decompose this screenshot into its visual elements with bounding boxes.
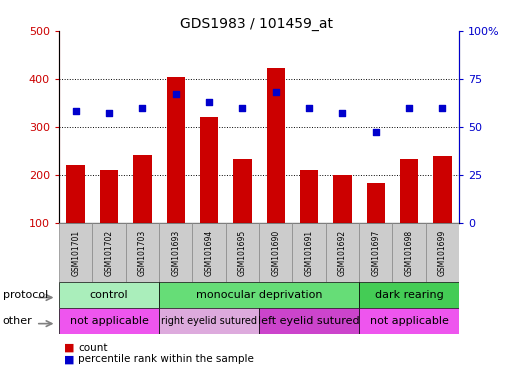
Text: dark rearing: dark rearing	[374, 290, 444, 300]
Text: GSM101690: GSM101690	[271, 229, 280, 276]
Text: control: control	[90, 290, 128, 300]
Point	[371, 129, 380, 136]
Point	[105, 110, 113, 116]
Bar	[92, 223, 126, 282]
Bar	[59, 308, 159, 334]
Bar	[326, 223, 359, 282]
Point	[338, 110, 346, 116]
Text: GDS1983 / 101459_at: GDS1983 / 101459_at	[180, 17, 333, 31]
Bar	[200, 117, 218, 223]
Text: GSM101697: GSM101697	[371, 229, 380, 276]
Point	[71, 108, 80, 114]
Text: GSM101698: GSM101698	[405, 229, 413, 276]
Bar	[426, 223, 459, 282]
Text: GSM101699: GSM101699	[438, 229, 447, 276]
Text: right eyelid sutured: right eyelid sutured	[161, 316, 257, 326]
Text: GSM101701: GSM101701	[71, 229, 80, 276]
Bar	[226, 223, 259, 282]
Bar	[100, 170, 118, 223]
Text: GSM101692: GSM101692	[338, 229, 347, 276]
Bar	[59, 282, 159, 308]
Bar	[292, 223, 326, 282]
Bar	[67, 165, 85, 223]
Point	[205, 99, 213, 105]
Text: not applicable: not applicable	[370, 316, 448, 326]
Text: GSM101694: GSM101694	[205, 229, 213, 276]
Bar	[267, 68, 285, 223]
Point	[238, 104, 246, 111]
Text: GSM101695: GSM101695	[238, 229, 247, 276]
Text: monocular deprivation: monocular deprivation	[196, 290, 322, 300]
Bar	[333, 175, 351, 223]
Bar	[167, 77, 185, 223]
Bar	[400, 159, 418, 223]
Bar	[126, 223, 159, 282]
Point	[438, 104, 446, 111]
Bar	[59, 223, 92, 282]
Bar	[159, 308, 259, 334]
Text: protocol: protocol	[3, 290, 48, 300]
Text: GSM101703: GSM101703	[138, 229, 147, 276]
Point	[305, 104, 313, 111]
Bar	[433, 157, 451, 223]
Text: other: other	[3, 316, 32, 326]
Point	[271, 89, 280, 95]
Bar	[133, 155, 151, 223]
Bar	[367, 184, 385, 223]
Text: ■: ■	[64, 343, 74, 353]
Text: left eyelid sutured: left eyelid sutured	[258, 316, 360, 326]
Point	[405, 104, 413, 111]
Bar	[359, 223, 392, 282]
Bar	[233, 159, 251, 223]
Bar	[359, 308, 459, 334]
Bar	[192, 223, 226, 282]
Bar	[359, 282, 459, 308]
Bar	[259, 308, 359, 334]
Text: ■: ■	[64, 354, 74, 364]
Bar	[392, 223, 426, 282]
Bar	[300, 170, 318, 223]
Text: GSM101693: GSM101693	[171, 229, 180, 276]
Text: not applicable: not applicable	[70, 316, 148, 326]
Bar	[259, 223, 292, 282]
Text: GSM101691: GSM101691	[305, 229, 313, 276]
Bar	[159, 223, 192, 282]
Text: percentile rank within the sample: percentile rank within the sample	[78, 354, 254, 364]
Point	[138, 104, 146, 111]
Text: count: count	[78, 343, 108, 353]
Bar	[159, 282, 359, 308]
Point	[171, 91, 180, 97]
Text: GSM101702: GSM101702	[105, 229, 113, 276]
